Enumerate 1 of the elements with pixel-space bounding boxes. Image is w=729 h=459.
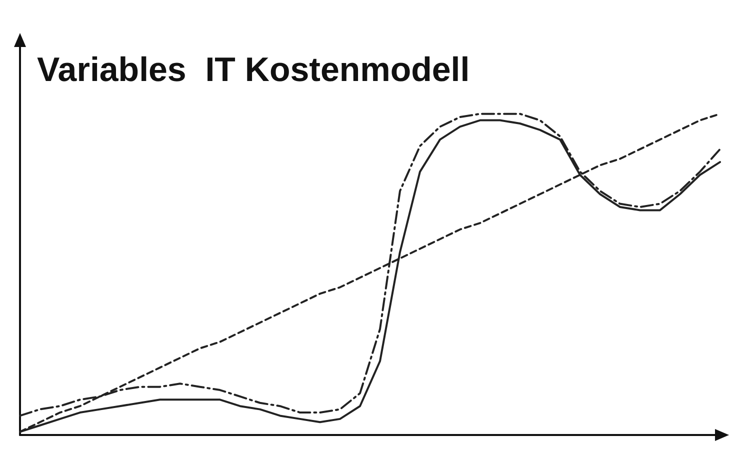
chart-title: Variables IT Kostenmodell	[37, 51, 470, 89]
